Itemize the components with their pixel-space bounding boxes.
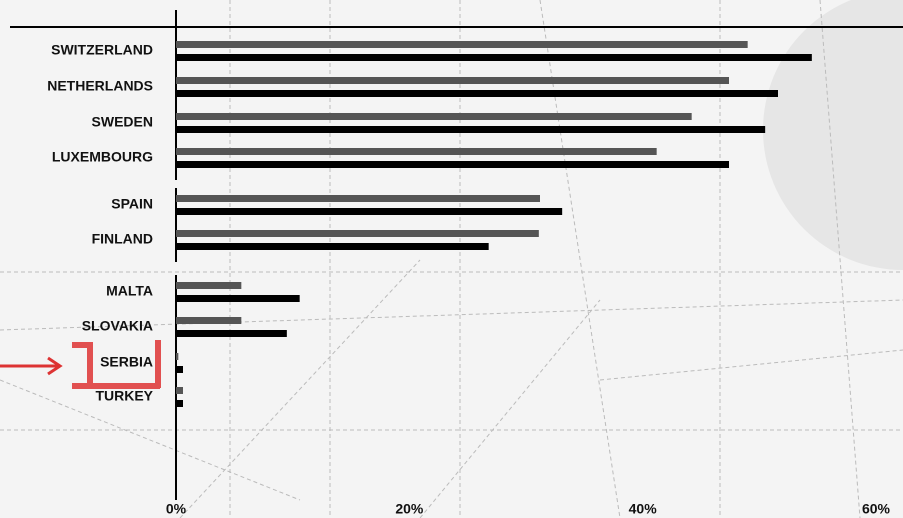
- bar: [176, 161, 729, 168]
- y-tick-label: SPAIN: [111, 196, 153, 212]
- bar: [176, 148, 657, 155]
- background-shape: [763, 0, 903, 270]
- bar: [176, 295, 300, 302]
- bar: [176, 54, 812, 61]
- bar: [176, 353, 179, 360]
- y-tick-label: SLOVAKIA: [82, 318, 153, 334]
- bar: [176, 208, 563, 215]
- y-tick-label: NETHERLANDS: [47, 78, 153, 94]
- bar: [176, 387, 183, 394]
- bar: [176, 243, 489, 250]
- y-tick-label: LUXEMBOURG: [52, 149, 153, 165]
- bar: [176, 77, 729, 84]
- y-tick-label: MALTA: [106, 283, 153, 299]
- bar: [176, 282, 242, 289]
- y-tick-label: SERBIA: [100, 354, 153, 370]
- x-tick-label: 40%: [629, 501, 658, 517]
- y-tick-label: SWEDEN: [92, 114, 153, 130]
- bar: [176, 113, 692, 120]
- bar: [176, 90, 778, 97]
- bar: [176, 366, 183, 373]
- bar: [176, 41, 748, 48]
- y-tick-label: SWITZERLAND: [51, 42, 153, 58]
- x-tick-label: 0%: [166, 501, 187, 517]
- bar: [176, 330, 287, 337]
- bar: [176, 195, 540, 202]
- bar: [176, 230, 539, 237]
- bar: [176, 317, 242, 324]
- x-tick-label: 20%: [395, 501, 424, 517]
- bar: [176, 400, 183, 407]
- y-tick-label: FINLAND: [92, 231, 153, 247]
- highlight-marker: [0, 340, 161, 389]
- x-tick-label: 60%: [862, 501, 891, 517]
- y-tick-label: TURKEY: [95, 388, 153, 404]
- bar: [176, 126, 766, 133]
